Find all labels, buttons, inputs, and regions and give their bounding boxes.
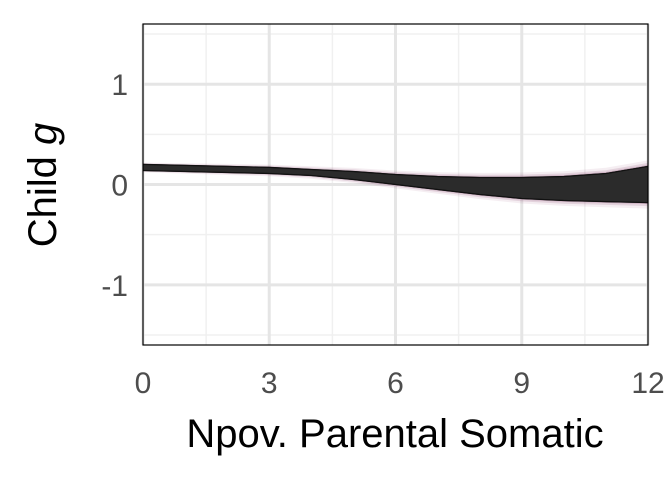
x-tick-label: 3 (261, 367, 278, 400)
band-layer (142, 160, 649, 209)
y-tick-labels: -1 0 1 (101, 69, 128, 303)
x-tick-label: 12 (631, 367, 664, 400)
x-tick-labels: 0 3 6 9 12 (135, 367, 665, 400)
x-tick-label: 9 (513, 367, 530, 400)
y-tick-label: -1 (101, 270, 128, 303)
y-tick-label: 1 (111, 69, 128, 102)
x-tick-label: 6 (387, 367, 404, 400)
panel-border (142, 23, 649, 346)
y-axis-title-prefix: Child (21, 145, 65, 247)
band-upper-edge (142, 163, 649, 179)
band-lower-edge (142, 169, 649, 204)
y-tick-label: 0 (111, 170, 128, 203)
x-axis-title: Npov. Parental Somatic (186, 412, 603, 456)
y-axis-title: Child g (21, 123, 65, 248)
y-axis-title-italic: g (21, 123, 65, 145)
x-tick-label: 0 (135, 367, 152, 400)
